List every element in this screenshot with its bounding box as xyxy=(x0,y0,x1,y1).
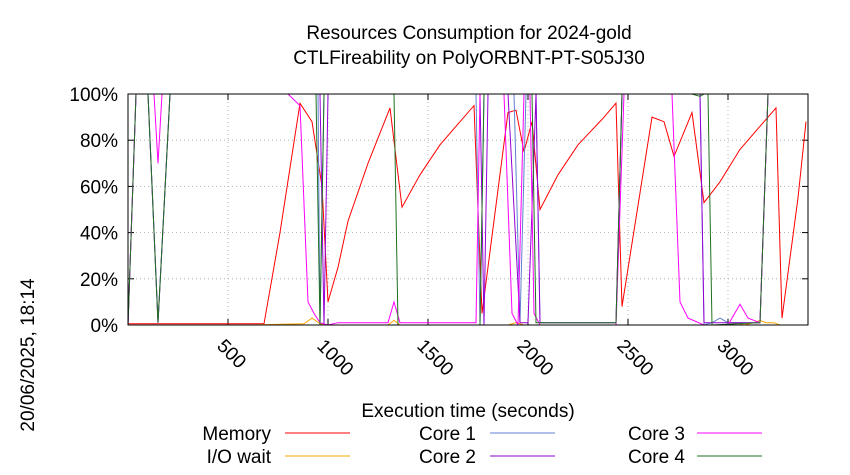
legend-label-core-4: Core 4 xyxy=(628,447,685,468)
y-tick-label: 0% xyxy=(91,316,119,337)
y-axis-ticks: 0% 20% 40% 60% 80% 100% xyxy=(69,85,808,337)
y-tick-label: 100% xyxy=(69,85,118,106)
legend-label-core-2: Core 2 xyxy=(419,447,476,468)
chart-title: Resources Consumption for 2024-gold xyxy=(306,23,631,44)
x-tick-label: 2500 xyxy=(612,336,657,381)
legend-label-memory: Memory xyxy=(202,424,271,445)
legend-label-core-3: Core 3 xyxy=(628,424,685,445)
x-axis-label: Execution time (seconds) xyxy=(361,401,574,422)
chart-subtitle: CTLFireability on PolyORBNT-PT-S05J30 xyxy=(293,48,645,69)
y-tick-label: 40% xyxy=(80,224,118,245)
timestamp-label: 20/06/2025, 18:14 xyxy=(18,278,39,432)
legend-label-i-o-wait: I/O wait xyxy=(207,447,272,468)
y-tick-label: 60% xyxy=(80,177,118,198)
grid-lines xyxy=(128,94,808,325)
x-tick-label: 1500 xyxy=(412,336,457,381)
series-line-core-3 xyxy=(127,93,806,326)
series-line-core-2 xyxy=(127,93,806,326)
x-axis-ticks: 500 1000 1500 2000 2500 3000 xyxy=(212,94,757,380)
series-line-memory xyxy=(128,101,807,325)
y-tick-label: 20% xyxy=(80,270,118,291)
x-tick-label: 500 xyxy=(212,336,249,373)
plot-border xyxy=(127,93,809,326)
series-lines xyxy=(127,93,807,326)
x-tick-label: 3000 xyxy=(712,336,757,381)
series-line-core-1 xyxy=(127,93,806,326)
legend-label-core-1: Core 1 xyxy=(419,424,476,445)
y-tick-label: 80% xyxy=(80,131,118,152)
x-tick-label: 1000 xyxy=(312,336,357,381)
series-line-core-4 xyxy=(127,93,806,326)
x-tick-label: 2000 xyxy=(512,336,557,381)
